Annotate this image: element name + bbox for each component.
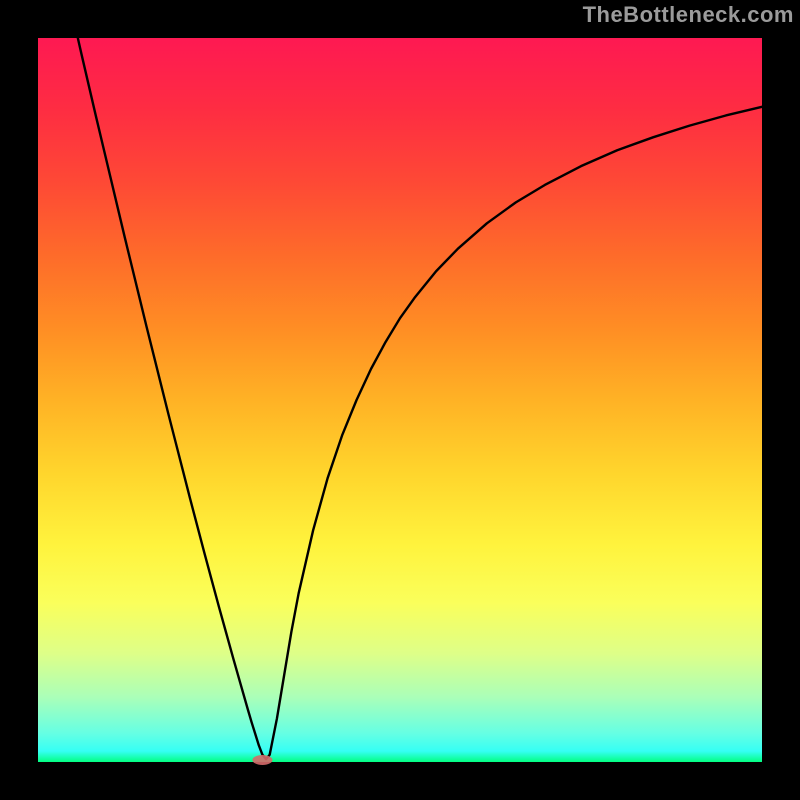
bottleneck-chart	[0, 0, 800, 800]
watermark-label: TheBottleneck.com	[583, 2, 794, 28]
chart-container: TheBottleneck.com	[0, 0, 800, 800]
plot-area	[38, 38, 762, 762]
optimal-point-marker	[252, 755, 272, 765]
